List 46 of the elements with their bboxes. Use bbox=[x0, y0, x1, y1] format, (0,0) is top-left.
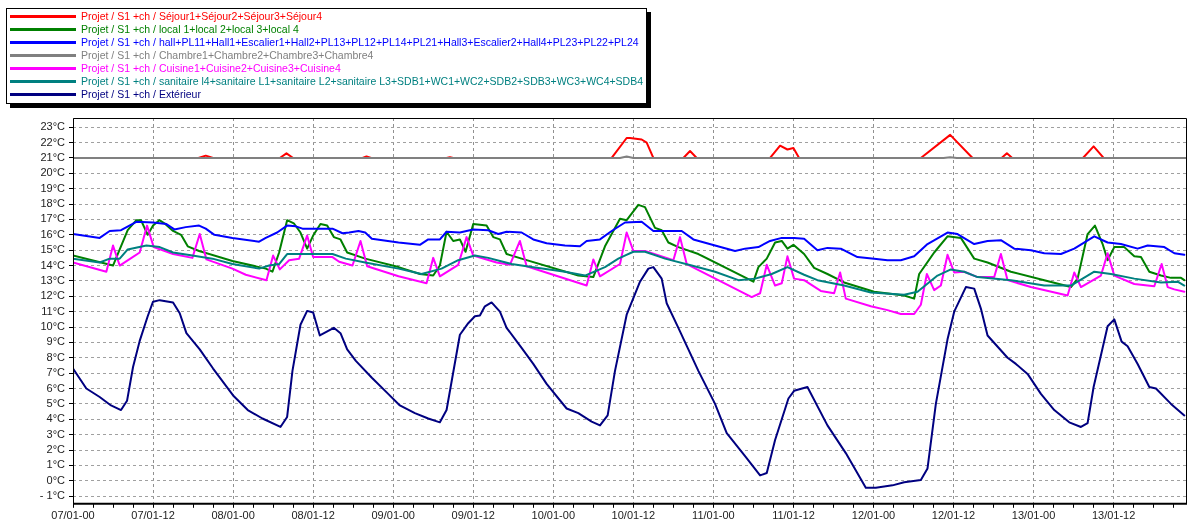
text: Projet / S1 +ch / sanitaire l4+sanitaire L1+sanitaire L2+sanitaire L3+SDB1+WC1+WC2+SDB2+SDB3+WC3+WC4+SDB4 bbox=[81, 75, 644, 88]
y-tick-label: 16°C bbox=[40, 227, 66, 240]
y-tick-label: 15°C bbox=[40, 243, 66, 256]
y-tick-label: 13°C bbox=[40, 273, 66, 286]
text: Projet / S1 +ch / Cuisine1+Cuisine2+Cuisine3+Cuisine4 bbox=[81, 62, 341, 75]
y-tick-label: 6°C bbox=[46, 381, 66, 394]
y-tick-label: 17°C bbox=[40, 212, 66, 225]
x-tick-label: 13/01-12 bbox=[1091, 509, 1136, 522]
y-tick-label: 3°C bbox=[46, 427, 66, 440]
y-tick-label: 5°C bbox=[46, 396, 66, 409]
y-tick-label: 21°C bbox=[40, 150, 66, 163]
x-tick-label: 10/01-12 bbox=[611, 509, 656, 522]
y-tick-label: 20°C bbox=[40, 166, 66, 179]
x-tick-label: 13/01-00 bbox=[1011, 509, 1056, 522]
y-tick-label: 11°C bbox=[41, 304, 66, 317]
text: Projet / S1 +ch / hall+PL11+Hall1+Escalier1+Hall2+PL13+PL12+PL14+PL21+Hall3+Escalier2+Hall4+PL23+PL22+PL24 bbox=[81, 36, 639, 49]
text: Projet / S1 +ch / Séjour1+Séjour2+Séjour3+Séjour4 bbox=[81, 10, 323, 23]
y-tick-label: 22°C bbox=[40, 135, 66, 148]
y-tick-label: 2°C bbox=[46, 443, 66, 456]
x-tick-label: 08/01-00 bbox=[211, 509, 255, 522]
x-tick-label: 12/01-00 bbox=[851, 509, 896, 522]
y-tick-label: 7°C bbox=[46, 366, 66, 379]
y-tick-label: 0°C bbox=[46, 473, 66, 486]
x-tick-label: 11/01-12 bbox=[772, 509, 815, 522]
x-tick-label: 08/01-12 bbox=[291, 509, 335, 522]
y-tick-label: 8°C bbox=[46, 350, 66, 363]
x-tick-label: 12/01-12 bbox=[931, 509, 976, 522]
y-tick-label: 14°C bbox=[40, 258, 66, 271]
text: Projet / S1 +ch / local 1+local 2+local 3+local 4 bbox=[81, 23, 299, 36]
y-tick-label: 4°C bbox=[46, 412, 66, 425]
y-tick-label: 1°C bbox=[46, 458, 66, 471]
y-tick-label: 12°C bbox=[40, 289, 66, 302]
y-tick-label: - 1°C bbox=[39, 489, 66, 502]
y-tick-label: 9°C bbox=[46, 335, 66, 348]
x-tick-label: 07/01-12 bbox=[131, 509, 175, 522]
y-tick-label: 10°C bbox=[40, 320, 66, 333]
x-tick-label: 09/01-12 bbox=[451, 509, 495, 522]
text: Projet / S1 +ch / Chambre1+Chambre2+Chambre3+Chambre4 bbox=[81, 49, 374, 62]
text: Projet / S1 +ch / Extérieur bbox=[81, 88, 201, 101]
x-tick-label: 07/01-00 bbox=[51, 509, 95, 522]
x-tick-label: 09/01-00 bbox=[371, 509, 415, 522]
x-tick-label: 10/01-00 bbox=[531, 509, 576, 522]
y-tick-label: 23°C bbox=[40, 120, 66, 133]
x-tick-label: 11/01-00 bbox=[692, 509, 735, 522]
y-tick-label: 19°C bbox=[40, 181, 66, 194]
y-tick-label: 18°C bbox=[40, 197, 66, 210]
